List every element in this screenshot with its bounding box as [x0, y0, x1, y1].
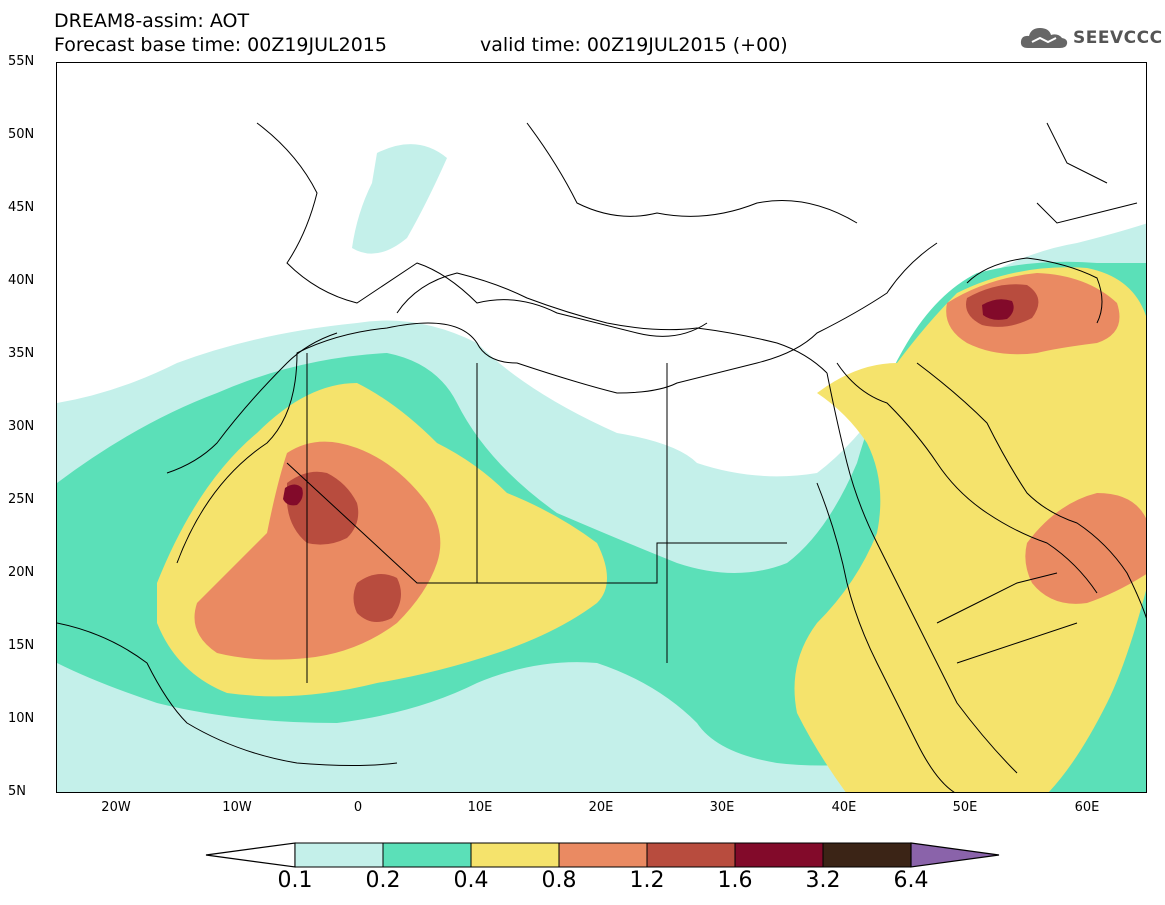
colorbar-label-0.2: 0.2: [365, 868, 401, 893]
lat-label-40n: 40N: [8, 273, 35, 288]
coastlines: [57, 257, 1146, 774]
colorbar-label-0.8: 0.8: [541, 868, 577, 893]
colorbar-label-3.2: 3.2: [805, 868, 841, 893]
lat-label-55n: 55N: [8, 54, 35, 69]
colorbar-swatch-1: [382, 842, 472, 868]
colorbar-label-1.6: 1.6: [717, 868, 753, 893]
colorbar-label-0.1: 0.1: [277, 868, 313, 893]
colorbar-swatch-4: [646, 842, 736, 868]
lat-label-50n: 50N: [8, 127, 35, 142]
aot-band-0.4-east: [794, 267, 1146, 792]
lat-label-30n: 30N: [8, 419, 35, 434]
colorbar-label-0.4: 0.4: [453, 868, 489, 893]
aot-band-0.1-france: [352, 144, 447, 254]
colorbar-swatch-5: [734, 842, 824, 868]
lat-label-20n: 20N: [8, 565, 35, 580]
lon-label-10e: 10E: [467, 800, 493, 815]
aot-band-1.2-b: [353, 574, 401, 622]
lat-label-15n: 15N: [8, 638, 35, 653]
lon-label-60e: 60E: [1074, 800, 1100, 815]
map-panel: [56, 62, 1147, 793]
lat-label-25n: 25N: [8, 492, 35, 507]
lon-label-30e: 30E: [709, 800, 735, 815]
logo-text: SEEVCCC: [1073, 28, 1163, 48]
lon-label-10w: 10W: [222, 800, 252, 815]
aot-colorbar: [205, 842, 1000, 868]
title-line-1: DREAM8-assim: AOT: [54, 10, 250, 32]
colorbar-high-arrow: [910, 842, 1000, 868]
aot-band-0.8-arabia: [1025, 493, 1146, 604]
colorbar-label-1.2: 1.2: [629, 868, 665, 893]
country-borders: [176, 122, 1138, 792]
lat-label-10n: 10N: [8, 711, 35, 726]
lat-label-45n: 45N: [8, 200, 35, 215]
aot-band-1.6: [283, 484, 303, 506]
colorbar-label-6.4: 6.4: [893, 868, 929, 893]
lat-label-5n: 5N: [8, 784, 26, 799]
lon-label-40e: 40E: [831, 800, 857, 815]
lat-label-35n: 35N: [8, 346, 35, 361]
lon-label-20e: 20E: [588, 800, 614, 815]
seevccc-logo: SEEVCCC: [1018, 24, 1163, 52]
colorbar-swatch-0: [294, 842, 384, 868]
lon-label-20w: 20W: [101, 800, 131, 815]
aot-band-1.6-ne: [982, 299, 1014, 320]
forecast-base-time: Forecast base time: 00Z19JUL2015: [54, 34, 387, 56]
cloud-logo-icon: [1020, 28, 1068, 48]
aot-field: [57, 144, 1146, 792]
colorbar-low-arrow: [205, 842, 296, 868]
aot-map: [57, 122, 1146, 792]
colorbar-swatch-3: [558, 842, 648, 868]
aot-band-1.2: [287, 471, 359, 545]
lon-label-0: 0: [353, 800, 363, 815]
colorbar-swatch-2: [470, 842, 560, 868]
colorbar-swatch-6: [822, 842, 912, 868]
valid-time: valid time: 00Z19JUL2015 (+00): [480, 34, 788, 56]
lon-label-50e: 50E: [952, 800, 978, 815]
